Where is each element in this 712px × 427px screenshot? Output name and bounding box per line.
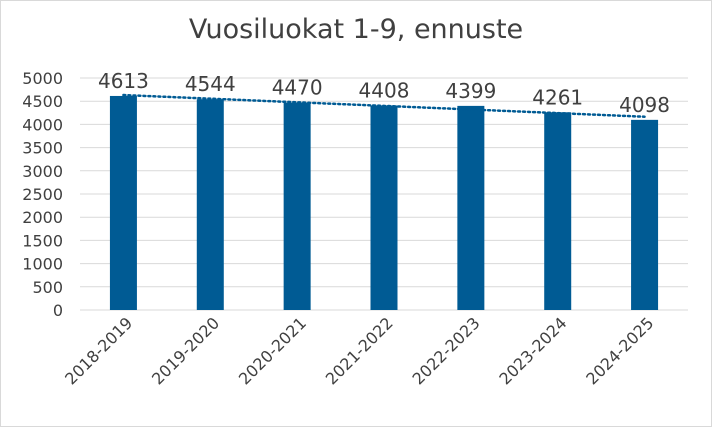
y-tick-label: 3000	[22, 162, 63, 181]
y-tick-label: 1000	[22, 255, 63, 274]
x-tick-label: 2019-2020	[148, 313, 223, 388]
y-tick-label: 0	[53, 301, 63, 320]
x-tick-label: 2021-2022	[322, 313, 397, 388]
bar	[109, 95, 137, 310]
y-tick-label: 3500	[22, 139, 63, 158]
x-tick-label: 2022-2023	[409, 313, 484, 388]
data-label: 4261	[532, 85, 583, 109]
x-tick-label: 2024-2025	[582, 313, 657, 388]
y-tick-label: 2500	[22, 185, 63, 204]
y-tick-label: 5000	[22, 69, 63, 88]
x-tick-label: 2023-2024	[495, 313, 570, 388]
data-label: 4399	[445, 79, 496, 103]
y-tick-label: 4500	[22, 92, 63, 111]
bar	[457, 105, 485, 310]
bar	[196, 99, 224, 310]
data-label: 4544	[185, 72, 236, 96]
bar	[544, 112, 572, 310]
y-tick-label: 4000	[22, 115, 63, 134]
bar	[283, 102, 311, 310]
data-label: 4613	[98, 69, 149, 93]
data-label: 4470	[272, 76, 323, 100]
y-tick-label: 2000	[22, 208, 63, 227]
bar	[370, 105, 398, 310]
data-label: 4408	[359, 78, 410, 102]
y-tick-label: 1500	[22, 231, 63, 250]
y-tick-label: 500	[32, 278, 63, 297]
data-label: 4098	[619, 93, 670, 117]
trendline	[122, 93, 646, 118]
x-tick-label: 2020-2021	[235, 313, 310, 388]
chart-title: Vuosiluokat 1-9, ennuste	[188, 14, 524, 45]
x-tick-label: 2018-2019	[61, 313, 136, 388]
bar	[631, 119, 659, 310]
